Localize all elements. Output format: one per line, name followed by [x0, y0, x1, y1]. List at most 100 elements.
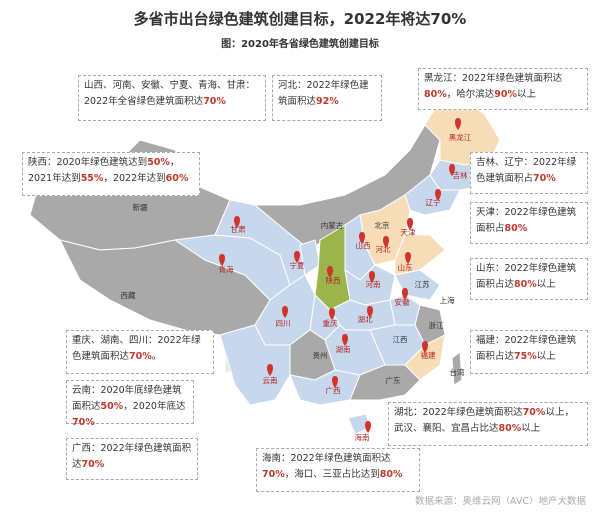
- target-value: 70%: [81, 459, 105, 470]
- annotation-text: 云南：2020年底绿色建筑面积达: [72, 385, 182, 412]
- annotation-text: 以上: [536, 351, 556, 362]
- target-value: 80%: [424, 89, 447, 100]
- target-value: 92%: [316, 96, 339, 107]
- annotation-text: 以上，武汉、襄阳、宜昌占比达: [394, 407, 574, 434]
- annotation-text: ，2020年底达: [123, 401, 186, 412]
- region-taiwan: [451, 351, 463, 386]
- annotation-chongqing: 重庆、湖南、四川：2022年绿色建筑面积达70%。: [66, 330, 214, 374]
- province-label: 陕西: [326, 275, 341, 285]
- map-pin-icon: [365, 421, 371, 433]
- province-label: 云南: [263, 375, 278, 385]
- annotation-shanxi-group: 山西、河南、安徽、宁夏、青海、甘肃：2022年全省绿色建筑面积达70%: [78, 75, 266, 121]
- target-value: 50%: [147, 157, 170, 168]
- province-label: 湖南: [336, 344, 351, 354]
- map-pin-icon: [294, 251, 300, 263]
- annotation-shaanxi: 陕西：2020年绿色建筑达到50%，2021年达到55%，2022年达到60%: [22, 152, 200, 196]
- map-pin-icon: [327, 266, 333, 278]
- annotation-text: 山西、河南、安徽、宁夏、青海、甘肃：2022年全省绿色建筑面积达: [84, 80, 256, 107]
- pin-layer: [219, 118, 461, 433]
- province-label: 江西: [393, 335, 408, 344]
- target-value: 75%: [514, 351, 537, 362]
- map-pin-icon: [219, 254, 225, 266]
- annotation-text: 广西：2022年绿色建筑面积达: [72, 443, 192, 470]
- province-label: 北京: [375, 220, 390, 230]
- province-label: 内蒙古: [321, 220, 344, 230]
- annotation-text: ，2022年达到: [103, 173, 166, 184]
- map-pin-icon: [367, 306, 373, 318]
- target-value: 80%: [514, 279, 537, 290]
- map-pin-icon: [449, 164, 455, 176]
- annotation-jilin: 吉林、辽宁：2022年绿色建筑面积占70%: [470, 152, 588, 194]
- annotation-text: 陕西：2020年绿色建筑达到: [28, 157, 148, 168]
- target-value: 60%: [165, 173, 189, 184]
- target-value: 70%: [262, 469, 285, 480]
- figure-caption: 图：2020年各省绿色建筑创建目标: [221, 39, 379, 50]
- province-label: 黑龙江: [449, 132, 472, 142]
- province-label: 山西: [356, 240, 371, 250]
- annotation-hubei: 湖北：2022年绿色建筑面积达70%以上，武汉、襄阳、宜昌占比达80%以上: [388, 402, 588, 446]
- annotation-guangxi: 广西：2022年绿色建筑面积达70%: [66, 438, 198, 480]
- province-label: 甘肃: [231, 224, 246, 234]
- province-label: 湖北: [358, 315, 373, 324]
- province-label: 安徽: [395, 297, 410, 307]
- map-pin-icon: [359, 232, 365, 244]
- annotation-hainan: 海南：2022年绿色建筑面积达 70%，海口、三亚占比达到80%: [256, 448, 420, 492]
- region-liaoning: [404, 174, 461, 216]
- map-pin-icon: [455, 118, 461, 130]
- map-pin-icon: [282, 306, 288, 318]
- annotation-hebei: 河北：2022年绿色建筑面积达92%: [272, 75, 382, 121]
- target-value: 70%: [533, 173, 556, 184]
- map-pin-icon: [405, 252, 411, 264]
- annotation-text: ，2021年达到: [28, 157, 180, 184]
- province-label: 辽宁: [426, 197, 441, 207]
- province-label: 山东: [398, 262, 413, 272]
- province-label: 重庆: [323, 318, 338, 328]
- map-pin-icon: [342, 334, 348, 346]
- province-label: 宁夏: [290, 260, 305, 270]
- province-label: 河南: [366, 279, 381, 289]
- annotation-text: 以上: [521, 423, 541, 434]
- target-value: 80%: [504, 223, 528, 234]
- province-label: 西藏: [121, 290, 136, 300]
- province-label: 广东: [386, 375, 401, 385]
- province-label: 四川: [276, 319, 291, 328]
- target-value: 90%: [494, 89, 518, 100]
- annotation-text: 天津：2022年绿色建筑面积占: [476, 207, 577, 234]
- annotation-text: 。: [151, 351, 162, 362]
- annotation-text: 湖北：2022年绿色建筑面积达: [394, 407, 523, 418]
- region-guangdong: [349, 364, 421, 401]
- annotation-shandong: 山东：2022年绿色建筑面积占达80%以上: [470, 258, 588, 300]
- annotation-text: 以上: [536, 279, 556, 290]
- annotation-tianjin: 天津：2022年绿色建筑面积占80%: [470, 202, 588, 244]
- province-label: 江苏: [415, 279, 430, 289]
- annotation-text: ，海口、三亚占比达到: [284, 469, 380, 480]
- annotation-text: ，哈尔滨达: [446, 89, 495, 100]
- annotation-text: 海南：2022年绿色建筑面积达: [262, 453, 391, 464]
- target-value: 70%: [522, 407, 546, 418]
- map-pin-icon: [407, 218, 413, 230]
- annotation-text: 山东：2022年绿色建筑面积占达: [476, 263, 577, 290]
- map-pin-icon: [234, 216, 240, 228]
- annotation-text: 以上: [517, 89, 537, 100]
- map-pin-icon: [267, 364, 273, 376]
- target-value: 70%: [203, 96, 226, 107]
- map-pin-icon: [435, 189, 441, 201]
- target-value: 50%: [100, 401, 124, 412]
- province-label: 青海: [219, 264, 234, 274]
- map-pin-icon: [422, 341, 428, 353]
- province-label: 浙江: [429, 320, 444, 330]
- annotation-text: 重庆、湖南、四川：2022年绿色建筑面积达: [72, 335, 201, 362]
- annotation-text: 吉林、辽宁：2022年绿色建筑面积占: [476, 157, 577, 184]
- annotation-text: 黑龙江：2022年绿色建筑面积达: [424, 73, 563, 84]
- annotation-heilongjiang: 黑龙江：2022年绿色建筑面积达 80%，哈尔滨达90%以上: [418, 68, 588, 110]
- target-value: 80%: [498, 423, 522, 434]
- map-pin-icon: [332, 376, 338, 388]
- province-label: 吉林: [453, 170, 468, 180]
- province-label: 天津: [401, 228, 416, 237]
- page-title: 多省市出台绿色建筑创建目标，2022年将达70%: [133, 10, 467, 28]
- annotation-yunnan: 云南：2020年底绿色建筑面积达50%，2020年底达 70%: [66, 380, 194, 428]
- annotation-text: 河北：2022年绿色建筑面积达: [278, 80, 369, 107]
- target-value: 80%: [379, 469, 403, 480]
- province-label: 广西: [326, 385, 341, 395]
